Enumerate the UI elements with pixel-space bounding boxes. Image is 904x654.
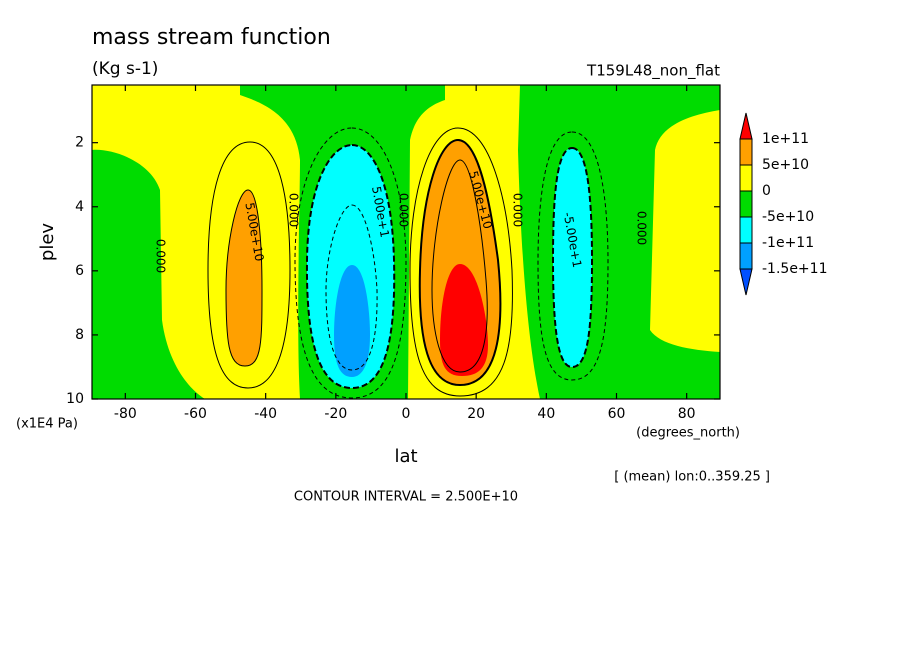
colorbar-swatch (739, 190, 753, 218)
contour-label: 0.000 (511, 193, 525, 227)
x-axis-label: lat (394, 446, 417, 467)
contour-label: 0.000 (397, 193, 411, 227)
y-axis-label: plev (37, 223, 58, 262)
colorbar-swatch (739, 138, 753, 166)
contour-line (305, 143, 396, 390)
contour-line (418, 138, 502, 387)
contour-line (325, 204, 378, 371)
band-region (440, 264, 488, 376)
colorbar-label: -5e+10 (762, 209, 814, 225)
colorbar-swatch (739, 164, 753, 192)
colorbar-swatch (739, 268, 753, 296)
contour-line (207, 141, 291, 389)
x-tick-label: 40 (537, 406, 555, 422)
subtitle: (Kg s-1) (92, 59, 158, 79)
x-tick-label: 0 (402, 406, 411, 422)
colorbar-label: -1.5e+11 (762, 261, 827, 277)
band-region (334, 265, 370, 377)
y-unit: (x1E4 Pa) (16, 417, 78, 432)
x-tick-label: 60 (608, 406, 626, 422)
y-tick-label: 6 (75, 263, 84, 279)
x-tick-label: -40 (254, 406, 277, 422)
x-tick-label: 80 (678, 406, 696, 422)
contour-line (225, 189, 263, 367)
contour-line (409, 127, 513, 397)
y-tick-label: 4 (75, 199, 84, 215)
contour-line (537, 131, 609, 381)
x-tick-label: 20 (467, 406, 485, 422)
colorbar-label: -1e+11 (762, 235, 814, 251)
colorbar-swatch (739, 216, 753, 244)
x-tick-label: -80 (114, 406, 137, 422)
colorbar-swatch (739, 112, 753, 140)
contour-label: 0.000 (635, 211, 649, 245)
colorbar-label: 5e+10 (762, 157, 809, 173)
colorbar-swatch (739, 242, 753, 270)
contour-line (431, 159, 488, 373)
footer: CONTOUR INTERVAL = 2.500E+10 (294, 490, 518, 505)
band-region (553, 148, 592, 367)
x-tick-label: -20 (324, 406, 347, 422)
y-tick-label: 10 (66, 391, 84, 407)
contour-label: 0.000 (154, 239, 168, 273)
colorbar-label: 0 (762, 183, 771, 199)
y-tick-label: 2 (75, 135, 84, 151)
band-region (226, 190, 262, 366)
colorbar-label: 1e+11 (762, 131, 809, 147)
band-region (92, 149, 205, 399)
run-label: T159L48_non_flat (586, 62, 720, 81)
y-tick-label: 8 (75, 327, 84, 343)
x-tick-label: -60 (184, 406, 207, 422)
note: [ (mean) lon:0..359.25 ] (614, 470, 770, 485)
x-unit: (degrees_north) (636, 426, 740, 441)
contour-label: 0.000 (287, 193, 301, 227)
contour-line (294, 127, 407, 399)
contour-line (551, 146, 594, 369)
chart-title: mass stream function (92, 25, 331, 50)
